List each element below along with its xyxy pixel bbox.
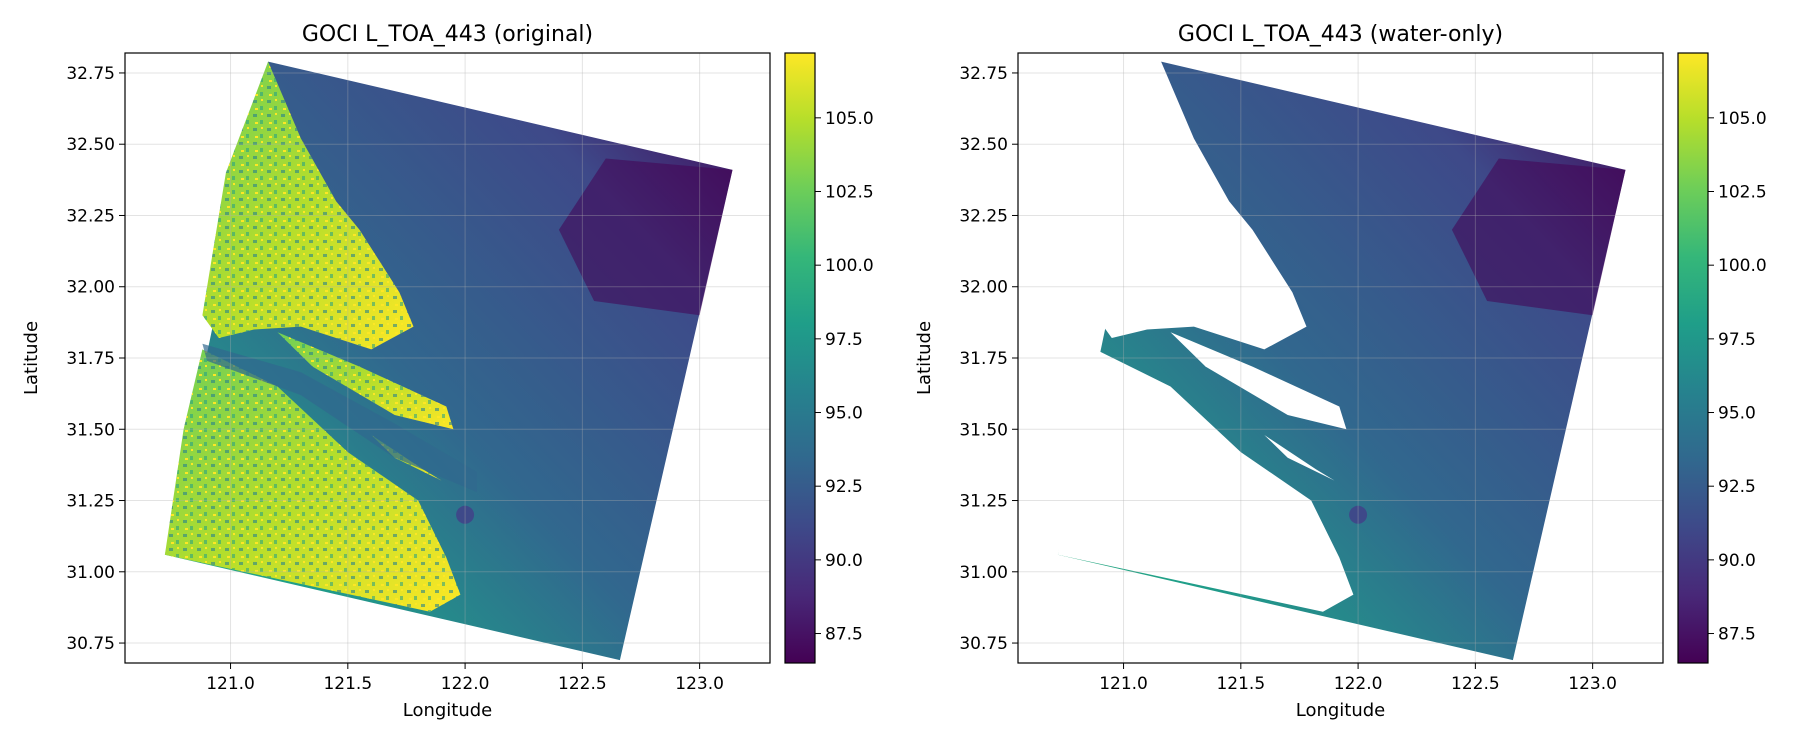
dark-feature	[456, 505, 475, 524]
y-tick-label: 32.75	[959, 64, 1008, 84]
y-tick-label: 31.00	[959, 563, 1008, 583]
map-panel-water-only: 121.0 121.5 122.0 122.5 123.0 30.75 31.00 31.25…	[914, 22, 1767, 721]
x-tick-label: 123.0	[675, 674, 724, 694]
land-mask	[1095, 61, 1307, 350]
colorbar-tick-label: 102.5	[1718, 183, 1767, 203]
y-tick-label: 32.25	[66, 206, 115, 226]
x-tick-label: 121.5	[1216, 674, 1265, 694]
land-texture	[277, 332, 454, 430]
y-tick-label: 31.50	[66, 420, 115, 440]
y-tick-label: 32.00	[959, 278, 1008, 298]
dark-feature	[1349, 505, 1368, 524]
land-texture	[202, 61, 414, 350]
y-axis-label: Latitude	[21, 321, 42, 395]
y-tick-label: 32.50	[959, 135, 1008, 155]
colorbar-tick-label: 100.0	[825, 256, 874, 276]
colorbar-tick-label: 102.5	[825, 183, 874, 203]
y-tick-label: 30.75	[959, 634, 1008, 654]
colorbar-tick-label: 90.0	[1718, 551, 1756, 571]
colorbar	[784, 52, 816, 664]
colorbar-tick-label: 100.0	[1718, 256, 1767, 276]
x-tick-label: 122.5	[558, 674, 607, 694]
land-mask	[1057, 349, 1354, 612]
y-tick-label: 32.50	[66, 135, 115, 155]
land-mask-edge	[1018, 53, 1162, 555]
y-tick-label: 32.00	[66, 278, 115, 298]
colorbar-tick-label: 95.0	[1718, 404, 1756, 424]
x-tick-label: 122.0	[1334, 674, 1383, 694]
y-tick-label: 31.25	[66, 492, 115, 512]
x-tick-label: 122.5	[1451, 674, 1500, 694]
land-mask	[1170, 332, 1347, 430]
colorbar-tick-label: 90.0	[825, 551, 863, 571]
grid	[125, 53, 770, 663]
map-panel-original: 121.0 121.5 122.0 122.5 123.0 30.75 31.00 31.25…	[21, 22, 874, 721]
grid	[1018, 53, 1663, 663]
colorbar-tick-label: 87.5	[825, 625, 863, 645]
y-tick-label: 30.75	[66, 634, 115, 654]
y-axis-label: Latitude	[914, 321, 935, 395]
land-texture	[164, 349, 461, 612]
x-axis-label: Longitude	[1296, 700, 1386, 721]
colorbar-tick-label: 92.5	[1718, 477, 1756, 497]
chart-title: GOCI L_TOA_443 (original)	[302, 22, 593, 47]
y-tick-label: 31.25	[959, 492, 1008, 512]
offshore-low-value-area	[558, 158, 733, 316]
scene-raster	[164, 61, 733, 661]
colorbar-tick-label: 97.5	[825, 330, 863, 350]
colorbar-tick-label: 97.5	[1718, 330, 1756, 350]
x-tick-label: 122.0	[441, 674, 490, 694]
colorbar-tick-label: 87.5	[1718, 625, 1756, 645]
colorbar-tick-label: 92.5	[825, 477, 863, 497]
colorbar-tick-label: 95.0	[825, 404, 863, 424]
y-tick-label: 32.25	[959, 206, 1008, 226]
y-tick-label: 31.75	[66, 349, 115, 369]
scene-raster	[1018, 53, 1626, 661]
y-tick-label: 31.75	[959, 349, 1008, 369]
x-tick-label: 123.0	[1568, 674, 1617, 694]
x-tick-label: 121.5	[323, 674, 372, 694]
colorbar	[1677, 52, 1709, 664]
offshore-low-value-area	[1451, 158, 1626, 316]
river-channel	[202, 343, 477, 492]
colorbar-tick-label: 105.0	[1718, 109, 1767, 129]
x-axis-label: Longitude	[403, 700, 493, 721]
colorbar-tick-label: 105.0	[825, 109, 874, 129]
y-tick-label: 32.75	[66, 64, 115, 84]
x-tick-label: 121.0	[206, 674, 255, 694]
chart-title: GOCI L_TOA_443 (water-only)	[1178, 22, 1503, 47]
y-tick-label: 31.00	[66, 563, 115, 583]
y-tick-label: 31.50	[959, 420, 1008, 440]
x-tick-label: 121.0	[1099, 674, 1148, 694]
